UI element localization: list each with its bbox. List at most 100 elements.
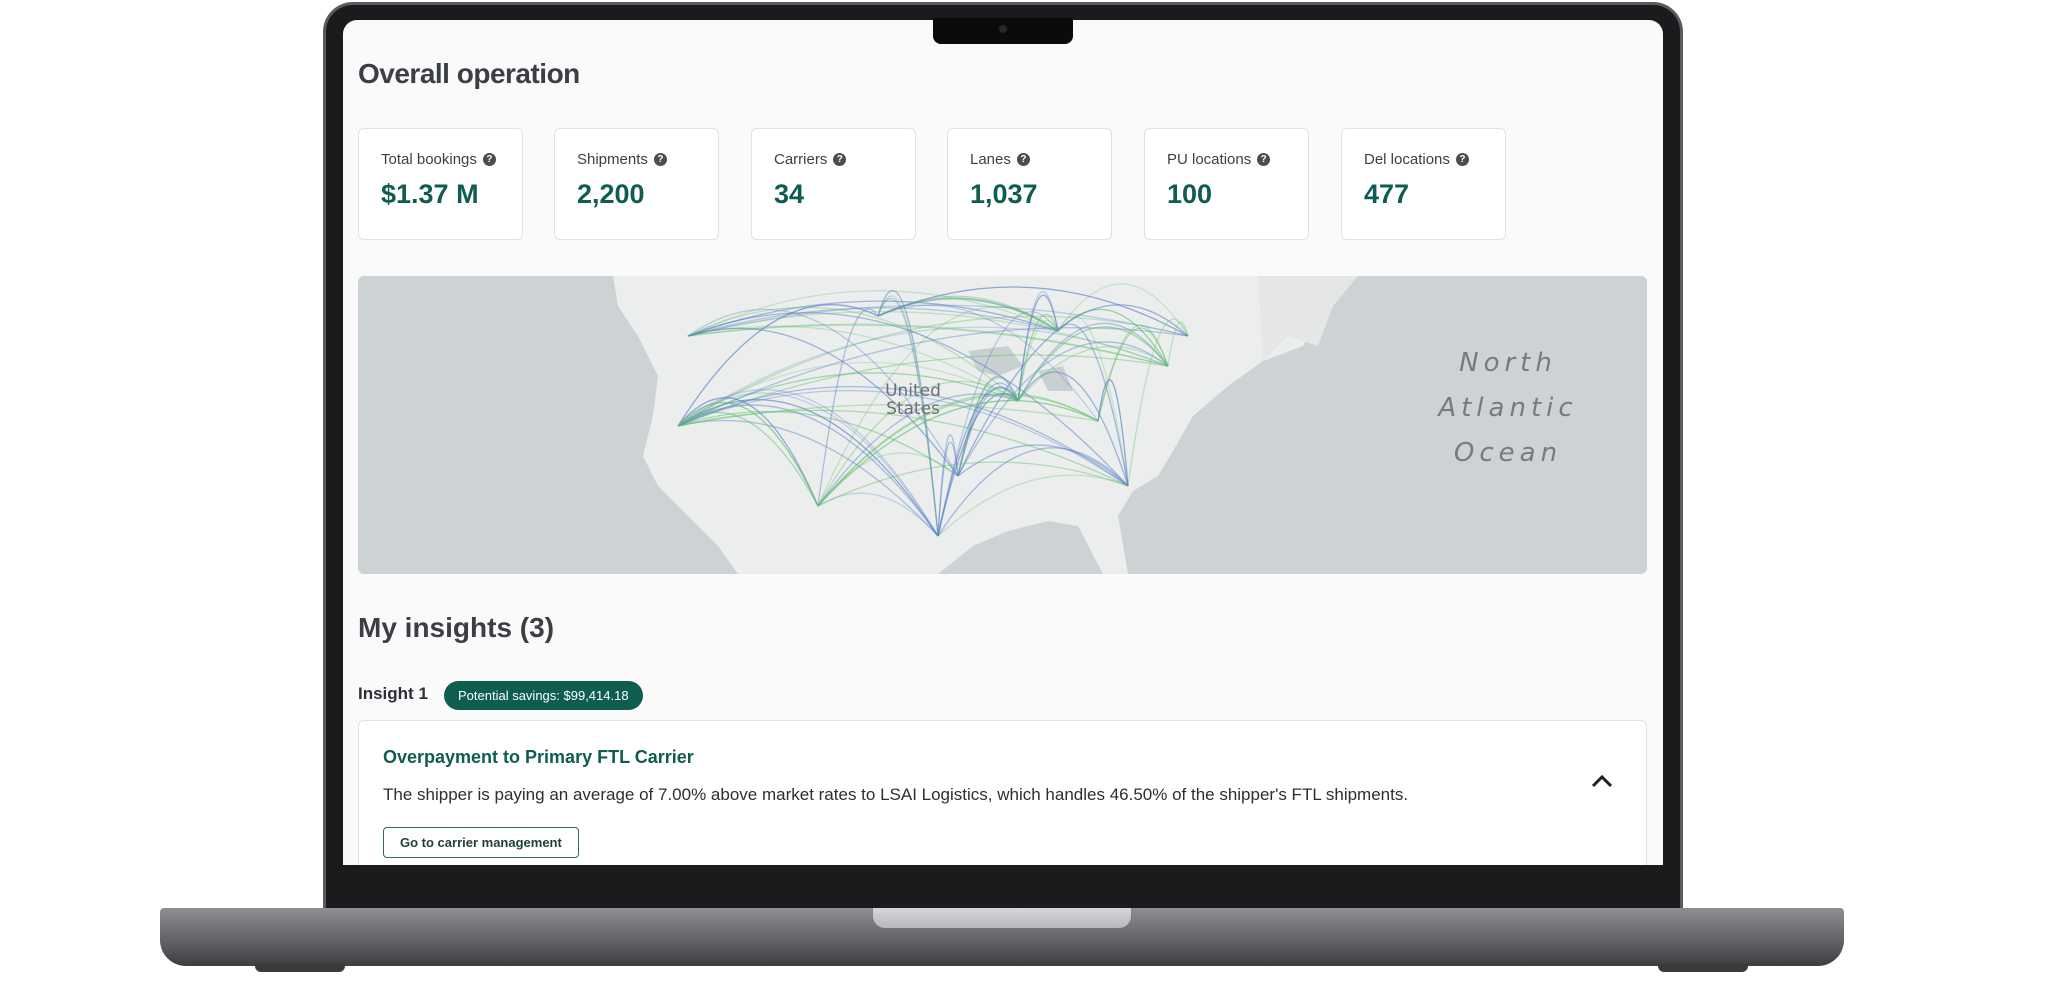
chevron-up-icon[interactable] <box>1588 767 1616 795</box>
lane-arc <box>877 289 939 537</box>
land-canada-east <box>1258 276 1358 361</box>
lane-arc <box>957 341 1169 477</box>
lane-arc <box>677 404 939 537</box>
metric-del-locations: Del locations? 477 <box>1341 128 1506 240</box>
lane-arc <box>1017 294 1059 402</box>
map-svg: United States North Atlantic Ocean <box>613 276 1577 574</box>
camera-icon <box>999 25 1007 33</box>
lane-arc <box>687 304 1189 337</box>
lane-arc <box>957 375 1019 477</box>
lane-arc <box>817 306 1059 507</box>
land-north-america <box>613 276 1318 574</box>
laptop-foot <box>1658 964 1748 972</box>
insight-description: The shipper is paying an average of 7.00… <box>383 785 1409 804</box>
metric-value: 100 <box>1167 179 1213 209</box>
help-icon[interactable]: ? <box>1257 153 1271 166</box>
lane-arc <box>877 304 1099 422</box>
lane-arc <box>677 403 1099 427</box>
lane-arc <box>677 385 1129 487</box>
go-to-carrier-management-button[interactable]: Go to carrier management <box>383 827 579 858</box>
lane-arc <box>677 326 1169 427</box>
lane-arc <box>677 410 959 477</box>
lane-arc <box>817 393 1019 507</box>
lane-arc <box>677 392 939 537</box>
lane-arc <box>687 290 1059 337</box>
lane-arc <box>817 452 959 507</box>
lane-arc <box>1017 319 1059 402</box>
lane-arc <box>1017 322 1169 402</box>
lane-arc <box>677 399 939 537</box>
lane-arc <box>817 380 1019 507</box>
lane-arc <box>687 306 1019 402</box>
lane-arc <box>937 392 1019 537</box>
laptop-base <box>160 908 1844 966</box>
metric-label: Lanes <box>970 151 1011 168</box>
insight-title: Overpayment to Primary FTL Carrier <box>383 747 694 767</box>
lane-arc <box>677 409 1129 487</box>
lane-arc <box>877 295 939 537</box>
screen: Overall operation Total bookings? $1.37 … <box>343 20 1663 865</box>
lane-arc <box>1057 323 1129 487</box>
metric-value: 1,037 <box>970 179 1038 209</box>
help-icon[interactable]: ? <box>1016 153 1030 166</box>
camera-notch <box>933 18 1073 44</box>
metric-total-bookings: Total bookings? $1.37 M <box>358 128 523 240</box>
laptop-foot <box>255 964 345 972</box>
help-icon[interactable]: ? <box>482 153 496 166</box>
lane-arc <box>817 492 939 537</box>
lane-arc <box>1127 318 1189 487</box>
lane-arc <box>1167 321 1189 367</box>
lane-arc <box>937 447 1129 537</box>
metric-lanes: Lanes? 1,037 <box>947 128 1112 240</box>
lane-arc <box>1097 324 1169 422</box>
lane-arc <box>687 327 959 477</box>
lane-arc <box>817 399 1099 507</box>
lane-arc <box>677 397 819 507</box>
map-label-ocean-1: North <box>1459 348 1557 378</box>
page-title: Overall operation <box>358 58 580 89</box>
insight-card: Overpayment to Primary FTL Carrier The s… <box>358 720 1647 865</box>
metric-pu-locations: PU locations? 100 <box>1144 128 1309 240</box>
lane-arc <box>937 387 1019 537</box>
lane-arc <box>1057 283 1189 337</box>
lanes-map[interactable]: United States North Atlantic Ocean <box>358 276 1647 574</box>
lane-arc <box>817 461 1129 507</box>
map-label-ocean-2: Atlantic <box>1436 393 1577 423</box>
lane-arc <box>677 401 819 507</box>
metric-label: Del locations <box>1364 151 1450 168</box>
metric-label: Carriers <box>774 151 828 168</box>
metric-label: Shipments <box>577 151 648 168</box>
lane-arc <box>1017 313 1059 402</box>
lane-arc <box>817 393 1099 507</box>
savings-badge: Potential savings: $99,414.18 <box>444 681 643 710</box>
lane-arc <box>687 308 959 477</box>
lane-arc <box>677 354 1169 427</box>
lane-arc <box>677 419 939 537</box>
lane-arc <box>1017 326 1169 402</box>
help-icon[interactable]: ? <box>833 153 847 166</box>
metric-label: Total bookings <box>381 151 477 168</box>
lane-arc <box>877 286 1189 337</box>
great-lakes <box>968 346 1073 391</box>
insights-title: My insights (3) <box>358 612 555 643</box>
metric-value: 2,200 <box>577 179 645 209</box>
lane-arc <box>957 304 1189 477</box>
lane-arc <box>817 308 879 507</box>
metric-shipments: Shipments? 2,200 <box>554 128 719 240</box>
lane-arc <box>1097 379 1129 487</box>
lane-arc <box>677 372 1019 427</box>
map-label-us-2: States <box>886 399 940 419</box>
lane-arc <box>677 361 1019 427</box>
metric-value: $1.37 M <box>381 179 479 209</box>
lane-arc <box>937 474 1129 537</box>
lane-arc <box>957 377 1019 477</box>
lane-arc <box>877 295 1059 332</box>
map-label-us-1: United <box>885 381 941 401</box>
metric-value: 34 <box>774 179 805 209</box>
help-icon[interactable]: ? <box>1455 153 1469 166</box>
lane-arc <box>957 444 1129 487</box>
lane-arc <box>937 434 959 537</box>
lane-arc <box>677 304 879 427</box>
help-icon[interactable]: ? <box>653 153 667 166</box>
metric-carriers: Carriers? 34 <box>751 128 916 240</box>
